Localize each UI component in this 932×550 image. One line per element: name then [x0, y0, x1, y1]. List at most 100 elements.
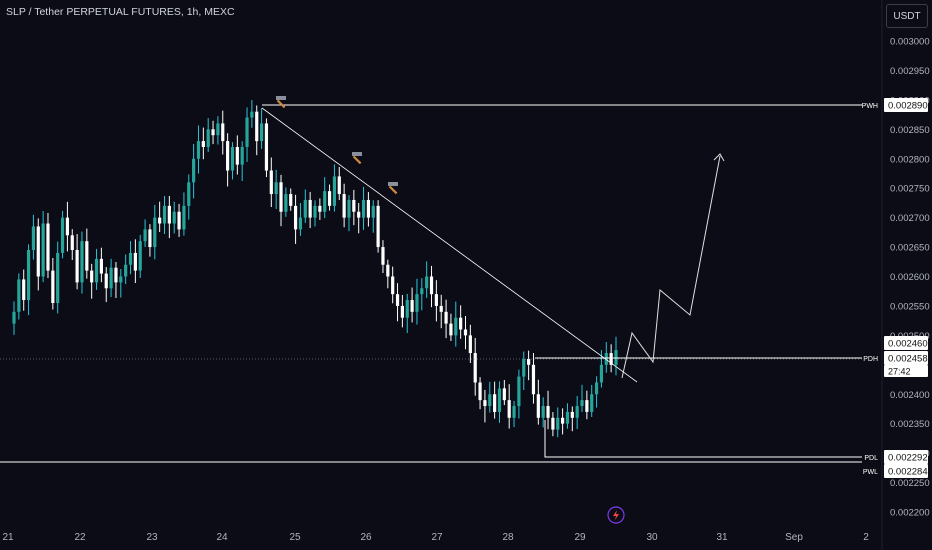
y-tick-label: 0.002350	[890, 419, 930, 430]
candle-body	[410, 300, 414, 312]
candle-body	[517, 376, 521, 407]
pdl-line	[544, 420, 862, 458]
lightning-icon	[607, 506, 625, 524]
candle-body	[211, 129, 215, 136]
candle-body	[80, 241, 84, 283]
x-tick-label: 29	[574, 532, 586, 543]
candle-body	[138, 241, 142, 271]
candle-body	[614, 350, 618, 365]
current-price-value: 0.002460	[888, 339, 928, 350]
candle-body	[226, 141, 230, 171]
candle-body	[167, 205, 171, 224]
candle-body	[327, 191, 332, 206]
candle-body	[502, 388, 506, 401]
candle-body	[488, 394, 492, 407]
candle-body	[444, 311, 448, 324]
y-tick-label: 0.002600	[890, 272, 930, 283]
candle-body	[590, 394, 594, 412]
candle-body	[531, 364, 536, 395]
candle-body	[245, 117, 249, 147]
candle-body	[148, 229, 152, 248]
candle-body	[556, 417, 560, 430]
candle-body	[570, 411, 574, 418]
candle-body	[99, 258, 103, 274]
candle-body	[240, 146, 244, 165]
candle-body	[395, 294, 400, 306]
x-tick-label: 31	[716, 532, 728, 543]
candle-body	[434, 294, 438, 306]
candle-body	[230, 146, 235, 171]
price-labels: PWH 0.002890 0.002460 PDH 0.002458 27:42 PDL 0.…	[862, 98, 928, 478]
x-tick-label: 2	[863, 532, 869, 543]
countdown-box	[884, 365, 928, 377]
level-tag: PDL	[864, 455, 878, 462]
candle-body	[94, 258, 99, 283]
candle-body	[527, 358, 531, 365]
candle-body	[75, 250, 79, 283]
y-tick-label: 0.002400	[890, 390, 930, 401]
candle-body	[478, 382, 482, 401]
candle-body	[386, 264, 390, 277]
x-tick-label: 22	[74, 532, 86, 543]
candle-body	[36, 226, 40, 277]
candle-body	[420, 288, 424, 295]
candle-body	[468, 335, 472, 354]
y-tick-label: 0.002700	[890, 213, 930, 224]
candle-body	[172, 211, 176, 224]
price-label-value: 0.002890	[888, 101, 928, 112]
x-tick-label: 26	[360, 532, 372, 543]
projection-arrowhead	[713, 153, 725, 162]
candle-body	[289, 194, 293, 206]
price-label-box	[884, 464, 928, 478]
price-label-value: 0.002284	[888, 467, 928, 478]
y-tick-label: 0.002250	[890, 478, 930, 489]
candle-body	[371, 205, 375, 218]
candle-body	[187, 182, 191, 206]
x-tick-label: 23	[146, 532, 158, 543]
candle-body	[536, 394, 540, 418]
candle-body	[449, 323, 453, 336]
x-tick-label: 25	[289, 532, 301, 543]
candle-body	[90, 270, 94, 283]
candle-body	[337, 176, 341, 195]
x-tick-label: 28	[502, 532, 514, 543]
candle-body	[269, 170, 273, 195]
candle-body	[352, 199, 356, 212]
candle-body	[114, 267, 118, 283]
candle-body	[177, 211, 181, 230]
candle-body	[546, 406, 550, 418]
countdown-value: 27:42	[888, 367, 911, 377]
currency-button[interactable]: USDT	[886, 4, 928, 28]
candle-body	[512, 406, 516, 418]
price-label-box	[884, 450, 928, 464]
candle-body	[342, 194, 346, 218]
hammer-icon-1	[276, 96, 286, 109]
x-tick-label: Sep	[785, 532, 803, 543]
chart-title: SLP / Tether PERPETUAL FUTURES, 1h, MEXC	[6, 6, 235, 18]
trend-line	[261, 107, 638, 383]
price-label-box	[884, 98, 928, 112]
candle-body	[497, 388, 502, 412]
candle-body	[158, 217, 162, 224]
candle-body	[473, 353, 477, 383]
drawings-group	[0, 104, 862, 463]
time-axis: 21 22 23 24 25 26 27 28 29 30 31 Sep 2	[2, 532, 869, 543]
candle-body	[235, 146, 239, 165]
candle-body	[119, 276, 123, 283]
candle-body	[376, 205, 380, 248]
candle-body	[196, 141, 201, 159]
level-tag: PWH	[862, 103, 878, 110]
y-tick-label: 0.002650	[890, 243, 930, 254]
candle-body	[459, 317, 463, 330]
candle-body	[153, 217, 157, 248]
candle-body	[22, 279, 26, 301]
candle-body	[17, 279, 21, 312]
candle-body	[124, 264, 128, 277]
candle-body	[279, 182, 283, 212]
candle-body	[26, 250, 31, 301]
candle-body	[133, 252, 137, 271]
current-price-box	[884, 336, 928, 350]
price-label-box	[884, 351, 928, 365]
candle-body	[162, 205, 167, 224]
